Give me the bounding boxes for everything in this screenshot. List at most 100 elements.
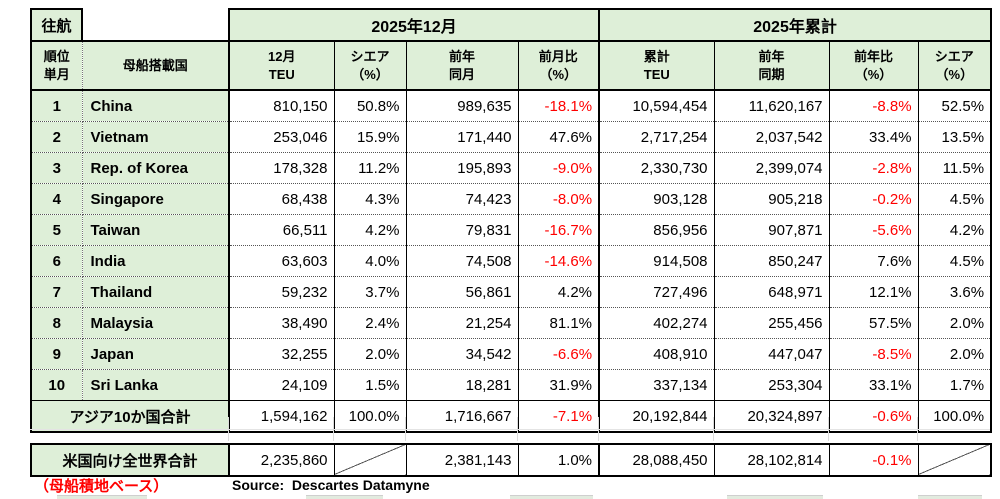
cell-cum-teu: 20,192,844	[599, 400, 715, 433]
cell-prev-year-month: 21,254	[406, 307, 519, 339]
cell-dec-teu: 178,328	[229, 152, 335, 184]
cell-mom: 31.9%	[518, 369, 601, 401]
col-header-rank-line1: 順位	[43, 48, 70, 64]
cell-yoy: 33.4%	[829, 121, 919, 153]
cell-rank: 1	[30, 90, 83, 122]
cell-country: Rep. of Korea	[82, 152, 230, 184]
cell-share-cum-na	[918, 443, 993, 477]
cell-prev-year-month: 171,440	[406, 121, 519, 153]
cell-yoy: -0.2%	[829, 183, 919, 215]
cell-prev-year-month: 74,423	[406, 183, 519, 215]
footer-source: Source: Descartes Datamyne	[232, 477, 430, 493]
cell-rank: 4	[30, 183, 83, 215]
cell-share-cum: 4.5%	[918, 245, 993, 277]
cell-mom: 4.2%	[518, 276, 601, 308]
table-row: 1 China 810,150 50.8% 989,635 -18.1% 10,…	[30, 90, 993, 122]
cell-cum-teu: 914,508	[599, 245, 715, 277]
cell-prev-year-month: 195,893	[406, 152, 519, 184]
gap-gridline	[828, 417, 829, 441]
cell-mom: 81.1%	[518, 307, 601, 339]
cell-country: Vietnam	[82, 121, 230, 153]
col-header-prev-year-month: 前年 同月	[406, 40, 519, 91]
cell-prev-year-period: 905,218	[714, 183, 830, 215]
cell-rank: 7	[30, 276, 83, 308]
gap-gridline	[713, 417, 714, 441]
cell-share-cum: 13.5%	[918, 121, 993, 153]
cell-prev-year-period: 2,037,542	[714, 121, 830, 153]
col-header-share-cum: シエア （%）	[918, 40, 993, 91]
cell-country: India	[82, 245, 230, 277]
gap-gridline	[917, 417, 918, 441]
cell-prev-year-month: 2,381,143	[406, 443, 519, 477]
cell-rank: 9	[30, 338, 83, 370]
cell-country: Taiwan	[82, 214, 230, 246]
cell-rank: 8	[30, 307, 83, 339]
world-total-label: 米国向け全世界合計	[29, 443, 231, 477]
gap-gridline	[405, 417, 406, 441]
cell-yoy: -5.6%	[829, 214, 919, 246]
table-row: 4 Singapore 68,438 4.3% 74,423 -8.0% 903…	[30, 183, 993, 215]
cell-cum-teu: 10,594,454	[599, 90, 715, 122]
table-row: 5 Taiwan 66,511 4.2% 79,831 -16.7% 856,9…	[30, 214, 993, 246]
band-december: 2025年12月	[227, 8, 601, 42]
cell-dec-teu: 59,232	[229, 276, 335, 308]
col-header-dec-teu: 12月 TEU	[229, 40, 335, 91]
cell-cum-teu: 2,330,730	[599, 152, 715, 184]
cell-prev-year-period: 850,247	[714, 245, 830, 277]
cell-mom: -6.6%	[518, 338, 601, 370]
cell-cum-teu: 903,128	[599, 183, 715, 215]
cell-prev-year-month: 74,508	[406, 245, 519, 277]
cell-mom: -9.0%	[518, 152, 601, 184]
footer-note: （母船積地ベース）	[34, 478, 169, 495]
cell-cum-teu: 856,956	[599, 214, 715, 246]
bottom-partial-cell	[57, 495, 147, 499]
cell-country: Sri Lanka	[82, 369, 230, 401]
cell-share-cum: 2.0%	[918, 307, 993, 339]
table-row: 2 Vietnam 253,046 15.9% 171,440 47.6% 2,…	[30, 121, 993, 153]
cell-share-cum: 3.6%	[918, 276, 993, 308]
cell-prev-year-month: 56,861	[406, 276, 519, 308]
col-header-cum-teu: 累計 TEU	[599, 40, 715, 91]
cell-prev-year-month: 34,542	[406, 338, 519, 370]
cell-yoy: -8.5%	[829, 338, 919, 370]
cell-rank: 3	[30, 152, 83, 184]
table-row: 7 Thailand 59,232 3.7% 56,861 4.2% 727,4…	[30, 276, 993, 308]
cell-share-cum: 100.0%	[918, 400, 993, 433]
cell-dec-teu: 24,109	[229, 369, 335, 401]
cell-rank: 10	[30, 369, 83, 401]
cell-share-dec: 4.2%	[334, 214, 407, 246]
cell-share-dec: 4.0%	[334, 245, 407, 277]
cell-prev-year-month: 18,281	[406, 369, 519, 401]
cell-share-dec: 1.5%	[334, 369, 407, 401]
cell-share-dec: 11.2%	[334, 152, 407, 184]
cell-country: Japan	[82, 338, 230, 370]
table-row: 3 Rep. of Korea 178,328 11.2% 195,893 -9…	[30, 152, 993, 184]
cell-mom: 47.6%	[518, 121, 601, 153]
cell-dec-teu: 810,150	[229, 90, 335, 122]
asia-total-row: アジア10か国合計 1,594,162 100.0% 1,716,667 -7.…	[30, 400, 993, 433]
gap-gridline	[598, 417, 599, 441]
cell-share-cum: 4.2%	[918, 214, 993, 246]
cell-prev-year-month: 989,635	[406, 90, 519, 122]
cell-yoy: -0.1%	[829, 443, 919, 477]
cell-prev-year-period: 648,971	[714, 276, 830, 308]
col-header-prev-year-period: 前年 同期	[714, 40, 830, 91]
cell-share-dec: 15.9%	[334, 121, 407, 153]
col-header-rank-line2: 単月	[43, 66, 70, 82]
band-spacer-cell	[82, 9, 229, 41]
cell-rank: 2	[30, 121, 83, 153]
cell-country: China	[82, 90, 230, 122]
cell-share-cum: 1.7%	[918, 369, 993, 401]
table-row: 9 Japan 32,255 2.0% 34,542 -6.6% 408,910…	[30, 338, 993, 370]
cell-share-cum: 4.5%	[918, 183, 993, 215]
cell-prev-year-period: 907,871	[714, 214, 830, 246]
voyage-direction-label: 往航	[30, 8, 83, 42]
col-header-country: 母船搭載国	[82, 40, 230, 91]
cell-share-cum: 11.5%	[918, 152, 993, 184]
cell-dec-teu: 1,594,162	[229, 400, 335, 433]
cell-cum-teu: 727,496	[599, 276, 715, 308]
cell-dec-teu: 32,255	[229, 338, 335, 370]
cell-prev-year-period: 28,102,814	[714, 443, 830, 477]
band-cumulative: 2025年累計	[598, 8, 993, 42]
col-header-share-dec: シエア （%）	[334, 40, 407, 91]
